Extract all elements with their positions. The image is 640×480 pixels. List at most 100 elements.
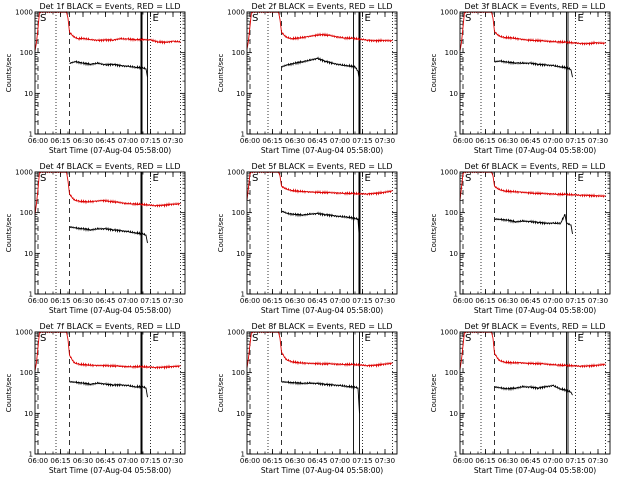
x-tick-label: 07:15 (565, 137, 585, 145)
y-tick-label: 10 (449, 250, 458, 258)
series-line-events (494, 213, 573, 234)
y-tick-label: 100 (445, 209, 458, 217)
series-line-events (281, 56, 360, 82)
marker-label-s: S (252, 333, 258, 344)
x-tick-label: 06:15 (50, 137, 70, 145)
plot-frame (34, 11, 186, 135)
series-line-events (494, 59, 573, 78)
x-tick-label: 07:00 (330, 137, 350, 145)
x-tick-label: 06:15 (262, 457, 282, 465)
x-tick-label: 06:00 (28, 137, 48, 145)
x-tick-label: 06:30 (73, 137, 93, 145)
x-tick-label: 06:30 (498, 137, 518, 145)
marker-label-s: S (465, 333, 471, 344)
x-tick-label: 06:30 (73, 297, 93, 305)
series-line-events (281, 380, 360, 414)
x-tick-label: 06:45 (95, 137, 115, 145)
marker-label-e: E (153, 13, 159, 24)
x-tick-label: 06:45 (95, 297, 115, 305)
x-tick-label: 07:00 (118, 457, 138, 465)
x-axis-label: Start Time (07-Aug-04 05:58:00) (49, 466, 171, 475)
panel-title: Det 1f BLACK = Events, RED = LLD (39, 2, 180, 11)
y-axis-label: Counts/sec (217, 214, 225, 253)
x-tick-label: 07:00 (330, 297, 350, 305)
x-tick-label: 06:45 (95, 457, 115, 465)
x-tick-label: 06:15 (262, 137, 282, 145)
x-axis-label: Start Time (07-Aug-04 05:58:00) (49, 146, 171, 155)
marker-label-s: S (252, 13, 258, 24)
marker-label-s: S (40, 173, 46, 184)
x-axis-label: Start Time (07-Aug-04 05:58:00) (474, 146, 596, 155)
x-tick-label: 07:30 (588, 457, 608, 465)
y-tick-label: 100 (20, 209, 33, 217)
x-tick-label: 06:15 (475, 457, 495, 465)
x-tick-label: 06:00 (453, 297, 473, 305)
y-tick-label: 1 (29, 451, 33, 459)
y-axis-label: Counts/sec (5, 214, 13, 253)
detector-panel-6f: Det 6f BLACK = Events, RED = LLD Counts/s… (430, 162, 611, 315)
marker-label-s: S (465, 173, 471, 184)
series-line-events (69, 380, 148, 398)
y-axis-label: Counts/sec (217, 54, 225, 93)
x-tick-label: 06:45 (307, 297, 327, 305)
x-axis-label: Start Time (07-Aug-04 05:58:00) (474, 306, 596, 315)
plot-frame (246, 11, 398, 135)
x-tick-label: 07:30 (163, 297, 183, 305)
plot-frame (34, 171, 186, 295)
y-tick-label: 1000 (440, 169, 458, 177)
x-tick-label: 07:00 (543, 297, 563, 305)
y-tick-label: 1000 (227, 169, 245, 177)
marker-label-s: S (252, 173, 258, 184)
x-tick-label: 06:45 (520, 137, 540, 145)
plot-frame (246, 171, 398, 295)
x-tick-label: 07:00 (543, 457, 563, 465)
panel-title: Det 8f BLACK = Events, RED = LLD (251, 322, 392, 331)
marker-label-s: S (465, 13, 471, 24)
x-tick-label: 07:30 (375, 297, 395, 305)
panel-title: Det 2f BLACK = Events, RED = LLD (251, 2, 392, 11)
panel-title: Det 5f BLACK = Events, RED = LLD (251, 162, 392, 171)
y-tick-label: 100 (232, 209, 245, 217)
marker-label-e: E (153, 173, 159, 184)
y-axis-label: Counts/sec (5, 54, 13, 93)
y-tick-label: 1000 (15, 329, 33, 337)
detector-panel-9f: Det 9f BLACK = Events, RED = LLD Counts/s… (430, 322, 611, 475)
plot-frame (459, 171, 611, 295)
x-tick-label: 07:00 (118, 137, 138, 145)
x-tick-label: 07:15 (140, 297, 160, 305)
marker-label-e: E (365, 173, 371, 184)
x-tick-label: 07:30 (163, 457, 183, 465)
marker-label-e: E (153, 333, 159, 344)
y-tick-label: 1000 (440, 329, 458, 337)
y-tick-label: 10 (236, 90, 245, 98)
detector-panel-3f: Det 3f BLACK = Events, RED = LLD Counts/s… (430, 2, 611, 155)
y-tick-label: 1 (29, 131, 33, 139)
y-tick-label: 10 (24, 250, 33, 258)
y-tick-label: 1 (241, 451, 245, 459)
x-tick-label: 07:30 (588, 297, 608, 305)
marker-label-e: E (578, 173, 584, 184)
panel-title: Det 6f BLACK = Events, RED = LLD (464, 162, 605, 171)
x-axis-label: Start Time (07-Aug-04 05:58:00) (261, 306, 383, 315)
x-tick-label: 06:45 (520, 297, 540, 305)
x-axis-label: Start Time (07-Aug-04 05:58:00) (261, 146, 383, 155)
y-tick-label: 1 (29, 291, 33, 299)
marker-label-s: S (40, 13, 46, 24)
detector-panel-1f: Det 1f BLACK = Events, RED = LLD Counts/s… (5, 2, 186, 155)
x-tick-label: 06:00 (240, 457, 260, 465)
y-tick-label: 1 (241, 291, 245, 299)
x-tick-label: 07:30 (163, 137, 183, 145)
y-tick-label: 10 (236, 410, 245, 418)
x-tick-label: 06:30 (285, 137, 305, 145)
panel-title: Det 7f BLACK = Events, RED = LLD (39, 322, 180, 331)
x-tick-label: 07:15 (565, 297, 585, 305)
y-tick-label: 10 (24, 90, 33, 98)
x-tick-label: 06:30 (498, 457, 518, 465)
x-tick-label: 06:00 (453, 137, 473, 145)
x-tick-label: 07:15 (140, 457, 160, 465)
y-tick-label: 100 (232, 49, 245, 57)
x-tick-label: 06:45 (307, 457, 327, 465)
y-tick-label: 1000 (227, 9, 245, 17)
x-tick-label: 06:15 (262, 297, 282, 305)
